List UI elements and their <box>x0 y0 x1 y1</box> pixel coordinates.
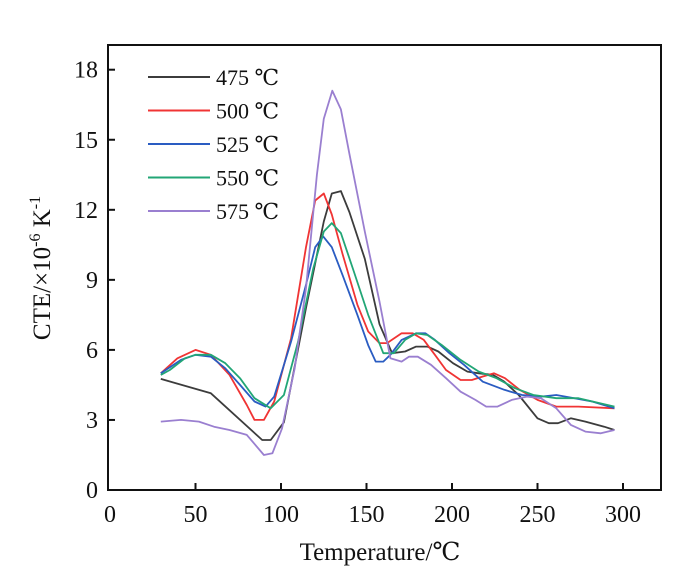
y-tick-label: 18 <box>74 58 98 84</box>
y-tick-label: 6 <box>86 338 98 364</box>
plot-frame <box>107 44 662 491</box>
series-line-500 <box>160 192 615 421</box>
series-line-550 <box>160 222 615 410</box>
legend-label: 550 ℃ <box>216 166 279 191</box>
x-tick-label: 50 <box>184 502 208 528</box>
x-tick-label: 200 <box>434 502 470 528</box>
x-tick-label: 150 <box>349 502 385 528</box>
y-tick-label: 3 <box>86 408 98 434</box>
x-tick-label: 300 <box>605 502 641 528</box>
x-tick-label: 250 <box>520 502 556 528</box>
x-tick-label: 0 <box>104 502 116 528</box>
y-tick-label: 12 <box>74 198 98 224</box>
legend-label: 500 ℃ <box>216 99 279 124</box>
series-line-575 <box>160 89 615 456</box>
x-axis-label: Temperature/℃ <box>300 539 461 566</box>
y-tick-label: 0 <box>86 478 98 504</box>
legend-label: 525 ℃ <box>216 132 279 157</box>
y-axis-label: CTE/×10-6 K-1 <box>27 196 56 340</box>
series-line-475 <box>160 190 615 441</box>
y-tick-label: 15 <box>74 128 98 154</box>
series-line-525 <box>160 235 615 410</box>
y-tick-label: 9 <box>86 268 98 294</box>
legend-label: 575 ℃ <box>216 199 279 224</box>
legend-label: 475 ℃ <box>216 65 279 90</box>
x-tick-label: 100 <box>263 502 299 528</box>
legend: 475 ℃ 500 ℃ 525 ℃ 550 ℃ 575 ℃ <box>148 65 279 224</box>
